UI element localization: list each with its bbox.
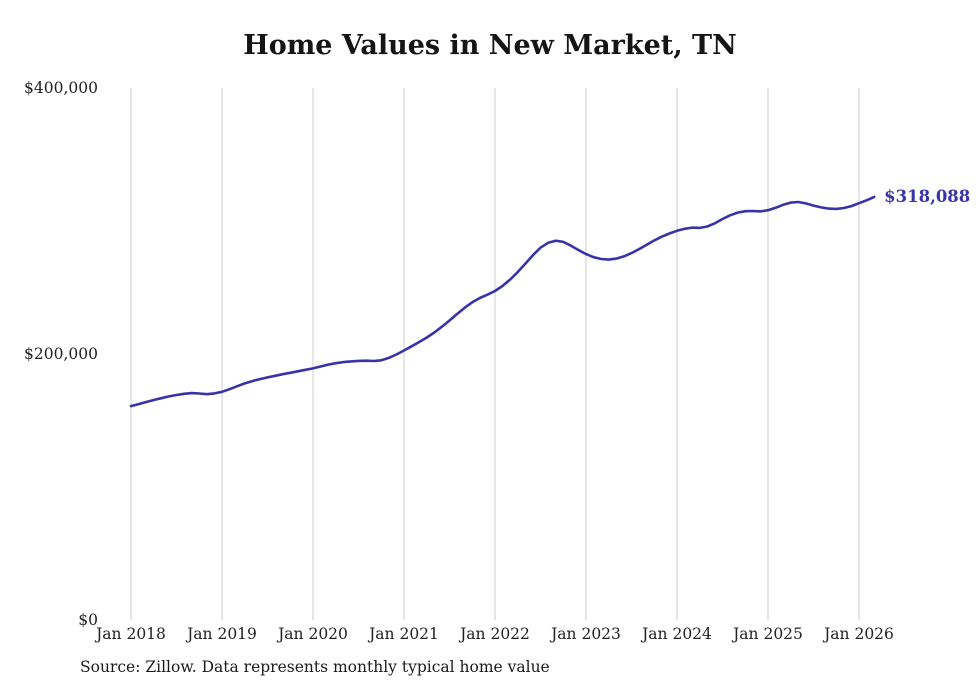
x-tick-label: Jan 2019 (187, 625, 257, 643)
x-tick-label: Jan 2024 (642, 625, 712, 643)
x-axis-labels: Jan 2018 Jan 2019 Jan 2020 Jan 2021 Jan 2022… (0, 624, 980, 648)
chart-title: Home Values in New Market, TN (243, 30, 737, 61)
latest-value-label: $318,088 (884, 186, 971, 206)
x-tick-label: Jan 2020 (278, 625, 348, 643)
x-tick-label: Jan 2023 (551, 625, 621, 643)
gridlines (130, 88, 860, 620)
y-tick-label: $0 (78, 611, 98, 629)
x-tick-label: Jan 2022 (460, 625, 530, 643)
x-tick-label: Jan 2018 (96, 625, 166, 643)
y-axis-labels: $0 $200,000 $400,000 (0, 0, 98, 699)
y-tick-label: $400,000 (24, 79, 98, 97)
y-tick-label: $200,000 (24, 345, 98, 363)
source-note: Source: Zillow. Data represents monthly … (80, 658, 550, 676)
x-tick-label: Jan 2025 (733, 625, 803, 643)
x-tick-label: Jan 2026 (824, 625, 894, 643)
home-value-line (129, 195, 876, 408)
x-tick-label: Jan 2021 (369, 625, 439, 643)
